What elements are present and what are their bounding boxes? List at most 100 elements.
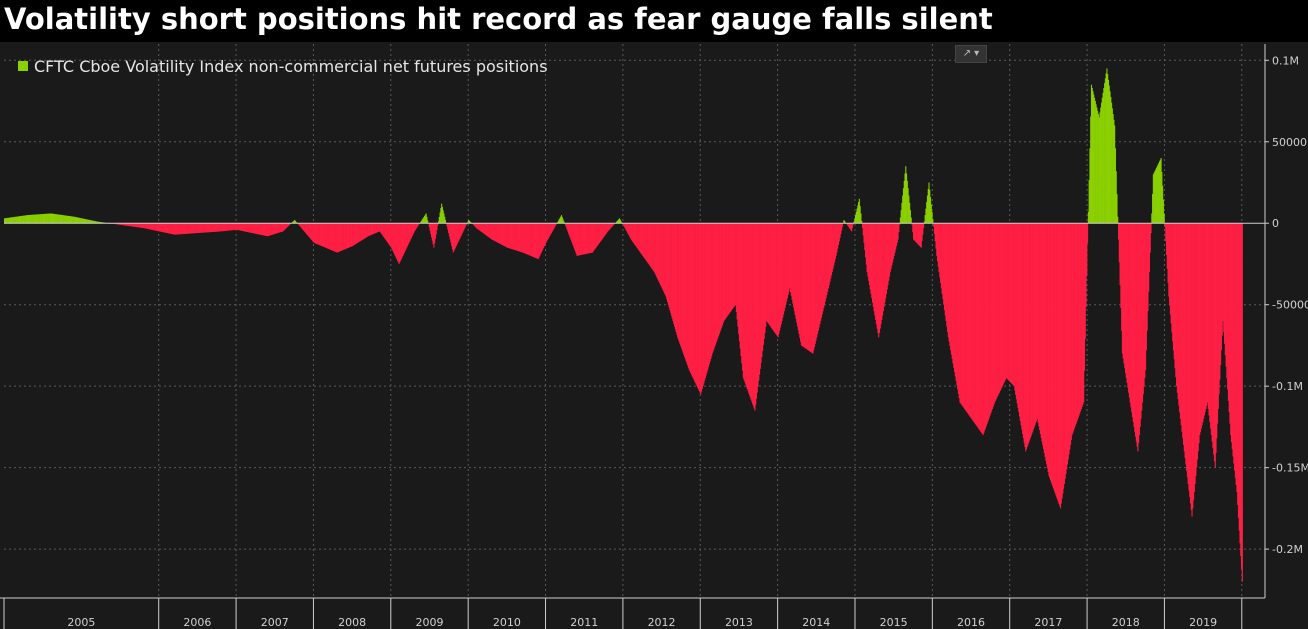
chart-type-button[interactable]: ↗ ▾ bbox=[955, 45, 987, 63]
bar bbox=[764, 223, 766, 333]
bar bbox=[998, 223, 1000, 393]
bar bbox=[51, 213, 53, 224]
bar bbox=[227, 223, 229, 231]
bar bbox=[605, 223, 607, 234]
bar bbox=[388, 223, 390, 245]
bar bbox=[513, 223, 515, 250]
bar bbox=[653, 223, 655, 273]
bar bbox=[306, 223, 308, 235]
bar bbox=[182, 223, 184, 235]
bar bbox=[39, 214, 41, 224]
bar bbox=[1118, 223, 1120, 263]
bar bbox=[190, 223, 192, 234]
bar bbox=[660, 223, 662, 287]
bar bbox=[1040, 223, 1042, 438]
bar bbox=[374, 223, 376, 234]
bar bbox=[850, 223, 852, 231]
bar bbox=[759, 223, 761, 375]
bar bbox=[51, 213, 54, 224]
bar bbox=[425, 213, 427, 224]
bar bbox=[1155, 169, 1157, 224]
bar bbox=[330, 223, 332, 250]
bar bbox=[175, 223, 177, 235]
bar bbox=[468, 219, 470, 224]
bar bbox=[541, 223, 543, 251]
bar bbox=[90, 220, 92, 224]
bar bbox=[15, 216, 17, 224]
bar bbox=[99, 221, 101, 224]
bar bbox=[1165, 223, 1167, 242]
bar bbox=[1202, 223, 1204, 423]
bar bbox=[181, 223, 183, 235]
bar bbox=[977, 223, 980, 429]
bar bbox=[1219, 223, 1221, 380]
bar bbox=[1238, 223, 1240, 531]
bar bbox=[255, 223, 257, 234]
bar bbox=[45, 213, 47, 224]
bar bbox=[609, 223, 611, 229]
bar bbox=[485, 223, 488, 236]
bar bbox=[550, 223, 552, 235]
bar bbox=[143, 223, 145, 229]
bar bbox=[195, 223, 197, 234]
bar bbox=[1117, 216, 1119, 224]
bar bbox=[246, 223, 248, 233]
bar bbox=[748, 223, 751, 396]
bar bbox=[960, 223, 962, 404]
bar bbox=[1012, 223, 1014, 386]
bar bbox=[932, 219, 934, 224]
bar bbox=[120, 223, 122, 225]
bar bbox=[1215, 223, 1217, 453]
bar bbox=[56, 214, 58, 224]
bar bbox=[911, 223, 913, 225]
bar bbox=[917, 223, 919, 245]
bar bbox=[219, 223, 221, 232]
bar bbox=[984, 223, 986, 431]
bar bbox=[232, 223, 235, 231]
bar bbox=[799, 223, 801, 338]
bar bbox=[335, 223, 337, 253]
bar bbox=[506, 223, 508, 248]
bar bbox=[509, 223, 511, 249]
bar bbox=[576, 223, 578, 256]
bar bbox=[854, 218, 856, 224]
bar bbox=[543, 223, 546, 247]
bar bbox=[140, 223, 142, 228]
bar bbox=[1020, 223, 1022, 426]
bar bbox=[321, 223, 323, 247]
bar bbox=[559, 217, 561, 224]
bar bbox=[649, 223, 651, 266]
bar bbox=[1056, 223, 1058, 498]
bar bbox=[1097, 114, 1099, 224]
bar bbox=[555, 223, 557, 225]
bar bbox=[589, 223, 591, 254]
bar bbox=[990, 223, 992, 414]
bar bbox=[668, 223, 670, 308]
bar bbox=[586, 223, 588, 254]
bar bbox=[332, 223, 334, 251]
bar bbox=[1077, 223, 1079, 418]
bar bbox=[1036, 223, 1038, 421]
bar bbox=[649, 223, 652, 267]
bar bbox=[952, 223, 954, 364]
bar bbox=[1038, 223, 1040, 427]
bar bbox=[271, 223, 273, 235]
bar bbox=[1042, 223, 1045, 450]
bar bbox=[532, 223, 534, 257]
bar bbox=[611, 223, 613, 228]
bar bbox=[93, 220, 95, 224]
bar bbox=[120, 223, 122, 225]
bar bbox=[509, 223, 512, 249]
bar bbox=[1181, 223, 1183, 432]
bar bbox=[607, 223, 609, 232]
bar bbox=[173, 223, 175, 235]
bar bbox=[615, 221, 618, 224]
bar bbox=[1056, 223, 1058, 500]
bar bbox=[909, 210, 911, 224]
bar bbox=[890, 223, 892, 269]
bar bbox=[796, 223, 798, 323]
bar bbox=[383, 223, 385, 237]
bar bbox=[97, 221, 99, 224]
bar bbox=[1004, 223, 1006, 382]
